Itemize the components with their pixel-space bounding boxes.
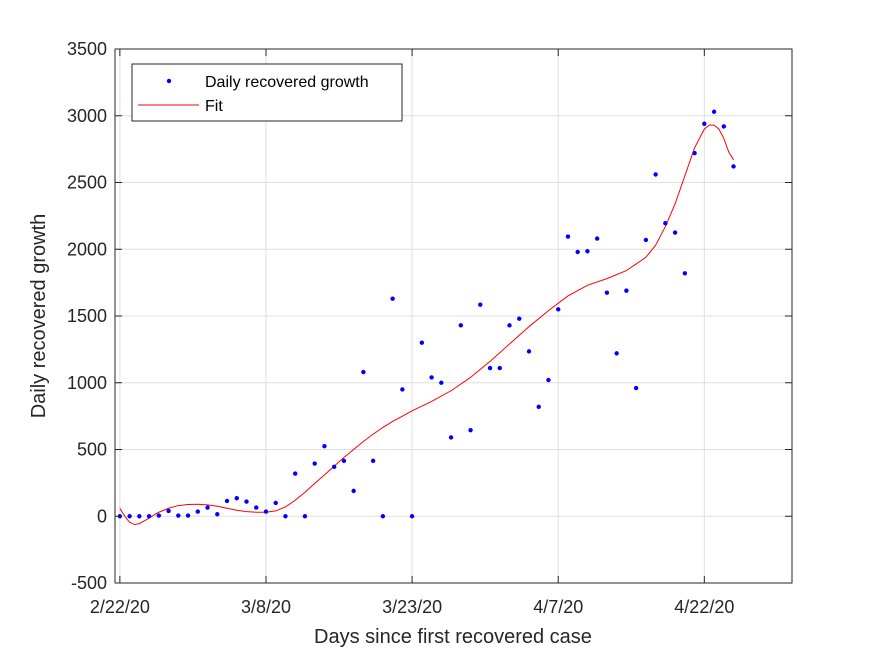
data-point [390, 296, 395, 301]
x-tick-labels: 2/22/20 3/8/20 3/23/20 4/7/20 4/22/20 [90, 597, 735, 617]
data-point [380, 514, 386, 519]
data-point [546, 377, 551, 383]
data-point [302, 514, 308, 519]
data-point [146, 514, 152, 519]
data-point [244, 499, 249, 504]
data-point [156, 513, 162, 518]
y-tick-labels: -500 0 500 1000 1500 2000 2500 3000 3500 [67, 39, 107, 593]
data-point [273, 500, 278, 506]
data-point [341, 458, 347, 464]
data-point [702, 121, 707, 126]
data-point [487, 365, 493, 371]
data-point [711, 109, 717, 114]
legend-label-points: Daily recovered growth [205, 74, 369, 91]
data-point [731, 164, 736, 169]
legend-marker-points [166, 78, 172, 84]
data-point [468, 427, 473, 433]
y-tick-label: 1500 [67, 306, 107, 326]
data-point [419, 340, 425, 345]
x-axis-title: Days since first recovered case [314, 626, 592, 648]
data-point [672, 230, 678, 235]
y-axis-title: Daily recovered growth [28, 214, 50, 419]
data-point [215, 512, 220, 517]
data-point [400, 387, 405, 392]
data-point [721, 124, 727, 129]
data-point [331, 464, 337, 470]
data-point [565, 234, 571, 239]
x-tick-label: 3/23/20 [382, 597, 442, 617]
data-point [312, 461, 317, 466]
data-point [429, 375, 434, 380]
data-point [351, 488, 356, 494]
data-point [166, 508, 171, 514]
data-point [643, 237, 649, 243]
y-tick-label: -500 [71, 573, 107, 593]
legend-label-fit: Fit [205, 98, 223, 115]
fit-line [119, 124, 734, 526]
fit-series [119, 124, 734, 526]
data-point [176, 513, 181, 518]
x-tick-label: 2/22/20 [90, 597, 150, 617]
data-point [361, 369, 366, 375]
y-tick-label: 2000 [67, 239, 107, 259]
data-point [575, 249, 580, 255]
data-point [536, 404, 541, 409]
data-point [653, 172, 658, 177]
data-point [409, 514, 415, 519]
data-point [127, 514, 132, 519]
data-point [507, 323, 512, 328]
data-point [185, 513, 191, 518]
data-point [526, 349, 532, 354]
data-point [293, 471, 298, 476]
legend-box [131, 63, 403, 122]
data-point [478, 302, 483, 307]
x-tick-label: 4/22/20 [674, 597, 734, 617]
data-point [556, 307, 561, 312]
x-tick-label: 3/8/20 [241, 597, 291, 617]
data-point [224, 498, 230, 504]
data-point [692, 150, 697, 156]
data-point [254, 505, 259, 510]
data-point [458, 323, 464, 328]
y-tick-label: 3000 [67, 106, 107, 126]
y-tick-label: 2500 [67, 173, 107, 193]
data-point [137, 514, 142, 519]
legend: Daily recovered growth Fit [131, 63, 403, 122]
data-point [594, 236, 600, 241]
axis-ticks [115, 48, 792, 584]
y-tick-label: 3500 [67, 39, 107, 59]
data-point [663, 221, 668, 226]
data-point [585, 249, 590, 254]
y-tick-label: 500 [77, 440, 107, 460]
y-tick-label: 1000 [67, 373, 107, 393]
data-point [234, 496, 239, 501]
data-point [624, 288, 629, 293]
data-point [604, 290, 610, 295]
data-point [195, 509, 200, 514]
data-point [322, 443, 327, 449]
x-tick-label: 4/7/20 [533, 597, 583, 617]
data-point [283, 514, 288, 519]
data-point [439, 380, 444, 385]
data-point [370, 458, 376, 464]
data-point [497, 365, 502, 371]
data-point [633, 385, 639, 391]
data-point [614, 351, 619, 356]
data-point [448, 435, 454, 440]
data-point [263, 509, 269, 514]
data-point [205, 505, 210, 510]
data-point [517, 316, 522, 321]
y-tick-label: 0 [97, 506, 107, 526]
data-point [682, 271, 688, 276]
scatter-series [117, 109, 736, 519]
